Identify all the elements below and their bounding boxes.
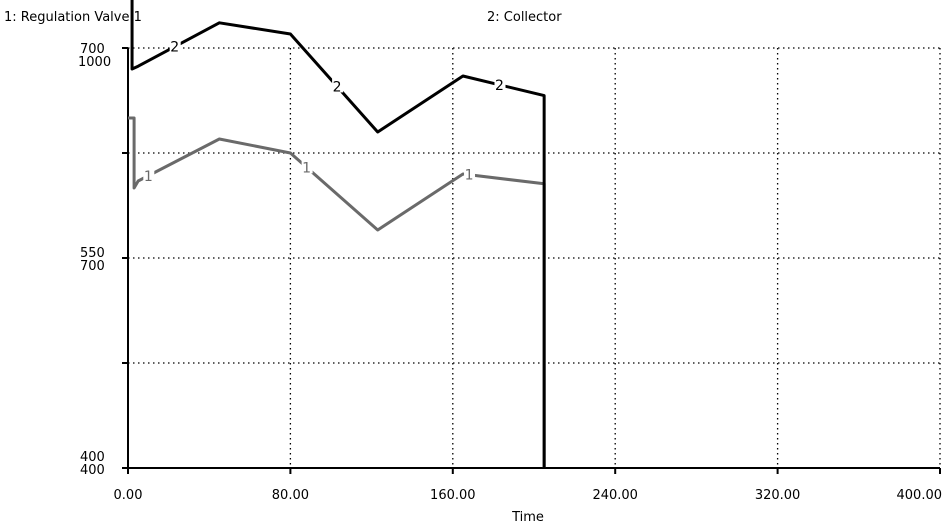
- series-2-marker-bg: [169, 37, 181, 53]
- legend-series-2: 2: Collector: [487, 10, 562, 25]
- x-tick-label: 240.00: [592, 488, 638, 503]
- y-axis-2-max-label: 1000: [78, 55, 111, 70]
- x-tick-labels: 0.00 80.00 160.00 240.00 320.00 400.00: [114, 488, 942, 503]
- series-2-marker: 2: [170, 40, 179, 56]
- series-1-marker: 1: [302, 160, 311, 176]
- y-axis-2-mid-label: 700: [80, 259, 105, 274]
- axes: [122, 47, 941, 474]
- series-1-marker: 1: [465, 168, 474, 184]
- y-axis-1-max-label: 700: [80, 42, 105, 57]
- y-axis-1-mid-label: 550: [80, 246, 105, 261]
- series-1-line: [128, 116, 546, 468]
- series-2-line: [130, 0, 546, 468]
- x-tick-label: 80.00: [272, 488, 309, 503]
- series-1-marker: 1: [144, 169, 153, 185]
- y-axis-2-min-label: 400: [80, 463, 105, 478]
- grid: [128, 47, 941, 468]
- legend-series-1: 1: Regulation Valve 1: [4, 10, 142, 25]
- x-tick-label: 160.00: [430, 488, 476, 503]
- series-2-marker: 2: [495, 78, 504, 94]
- x-axis-label: Time: [511, 510, 544, 525]
- series-1-marker-bg: [301, 158, 313, 174]
- x-tick-label: 400.00: [897, 488, 943, 503]
- series-layer: 1 1 1 2 2 2: [128, 0, 546, 468]
- series-2-marker-bg: [494, 75, 506, 91]
- x-tick-label: 320.00: [755, 488, 801, 503]
- series-2-marker: 2: [333, 79, 342, 95]
- series-1-marker-bg: [464, 165, 476, 181]
- series-2-marker-bg: [332, 77, 344, 93]
- x-tick-label: 0.00: [114, 488, 143, 503]
- series-1-marker-bg: [143, 166, 155, 182]
- y-axis-1-min-label: 400: [80, 450, 105, 465]
